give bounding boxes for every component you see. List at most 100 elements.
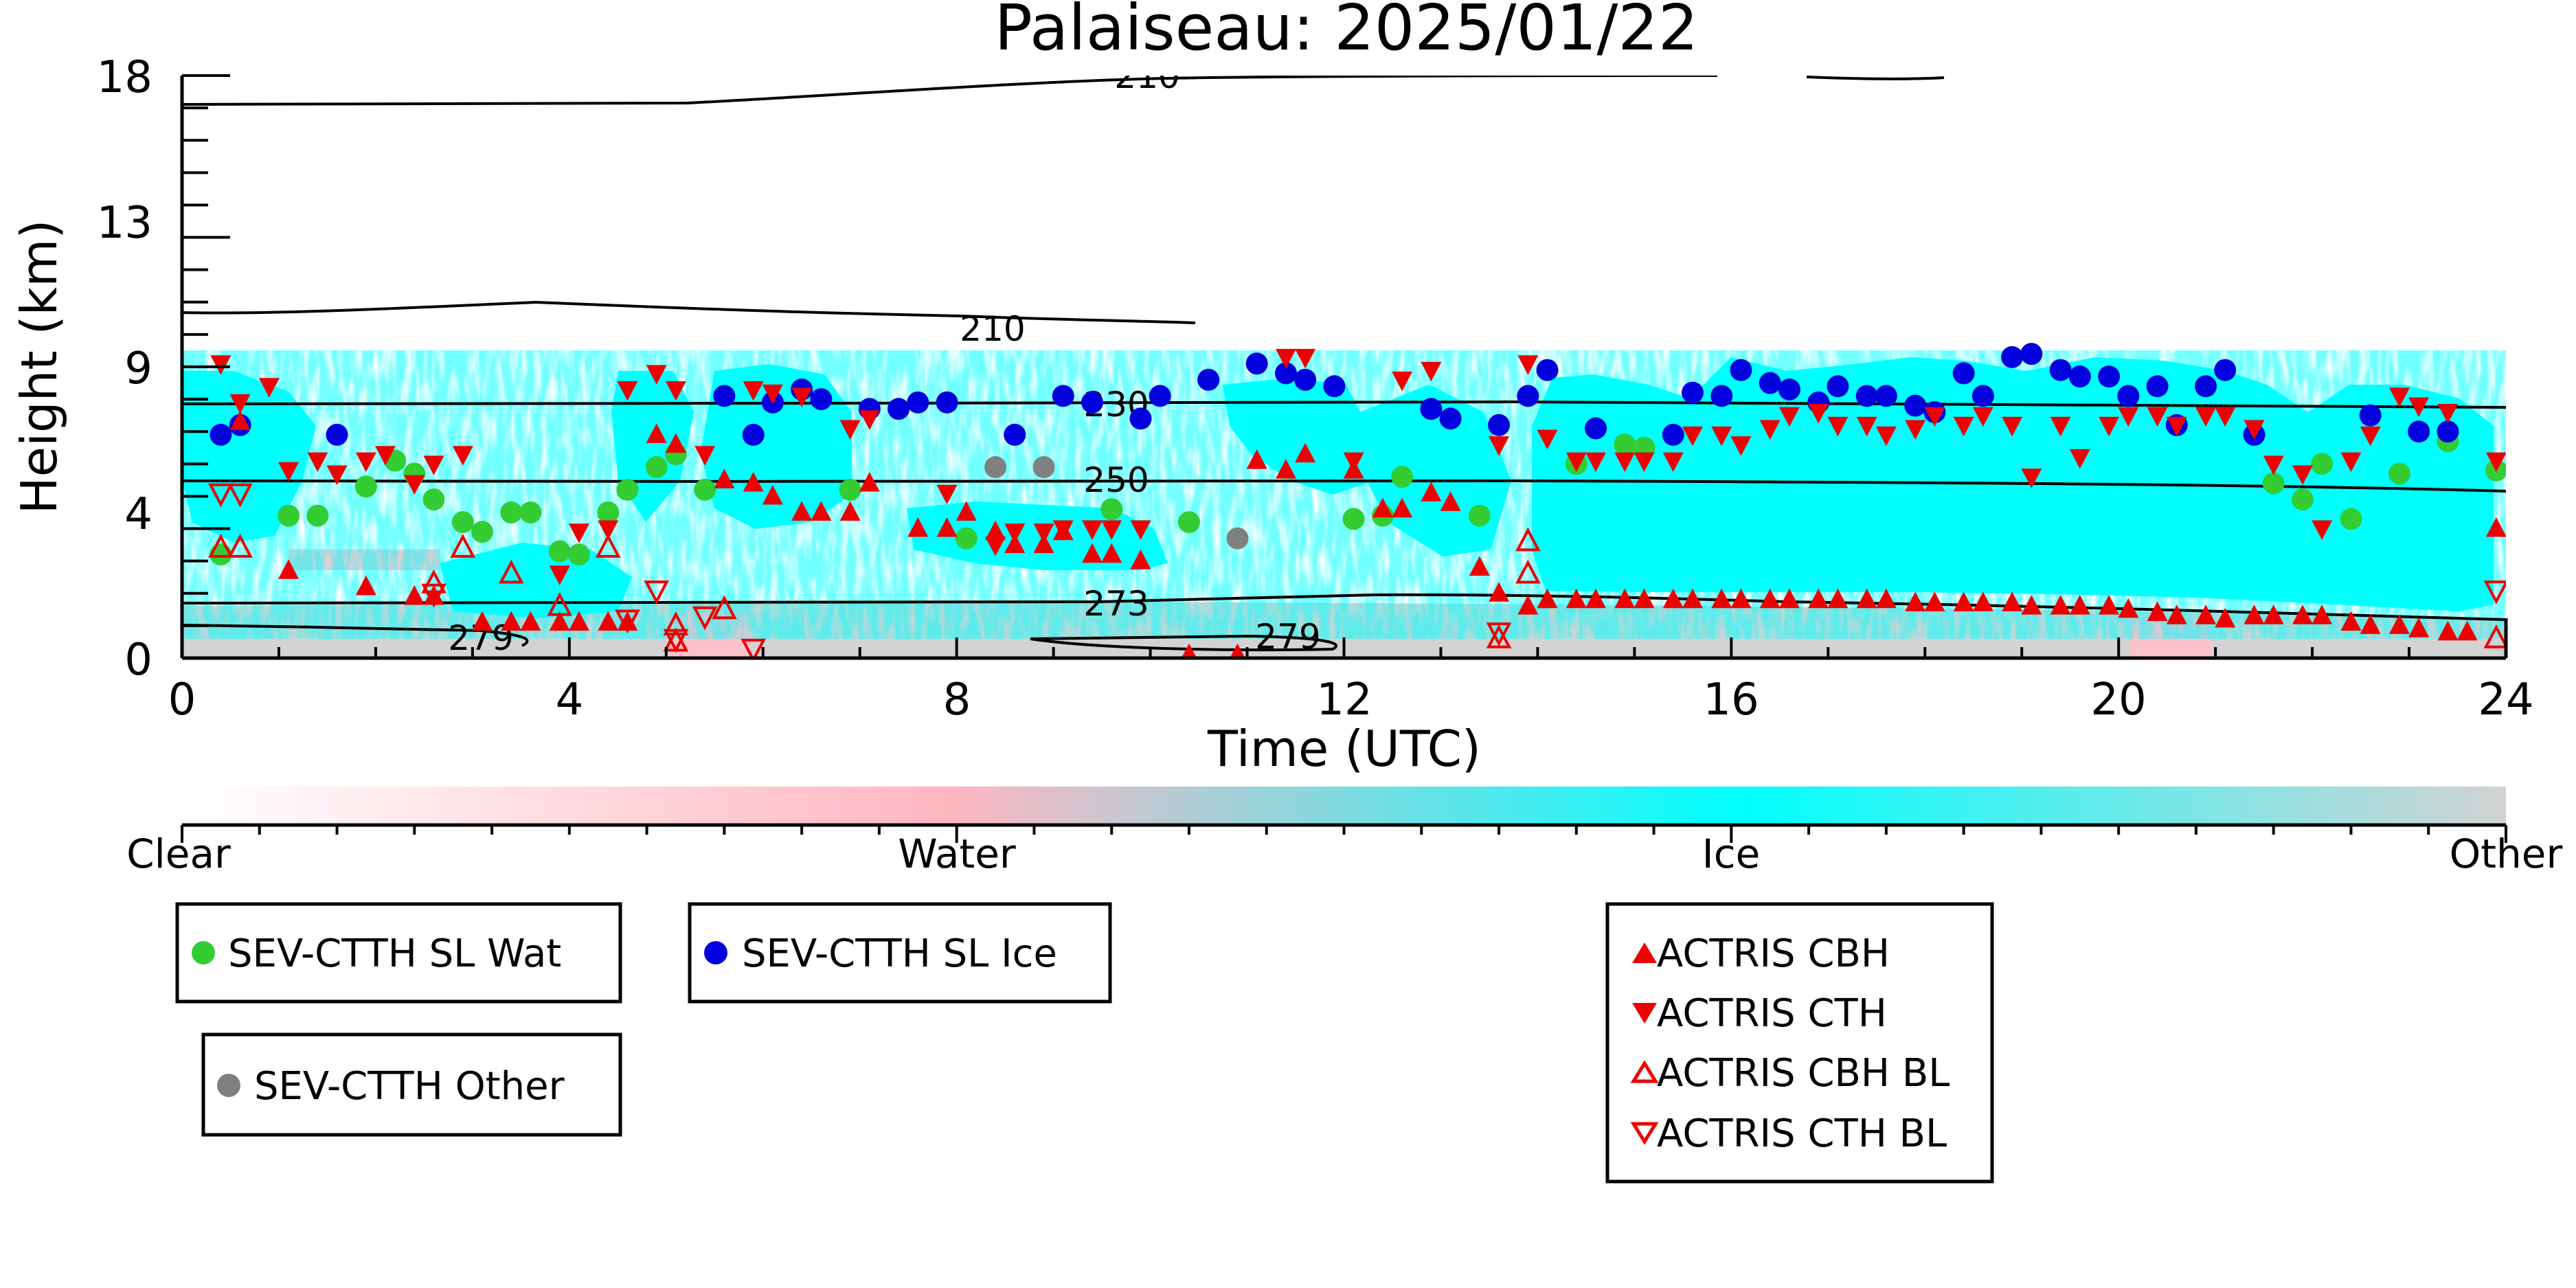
- data-point: [1392, 497, 1413, 518]
- contour-label: 279: [1255, 617, 1320, 657]
- data-point: [646, 365, 667, 385]
- data-point: [404, 475, 425, 495]
- contour-label: 210: [1114, 56, 1179, 96]
- data-point: [1953, 591, 1974, 611]
- data-point: [423, 585, 444, 605]
- data-point: [1711, 588, 1732, 609]
- data-point: [1517, 385, 1539, 407]
- data-point: [2291, 488, 2314, 511]
- data-point: [2359, 404, 2382, 427]
- data-point: [1614, 433, 1636, 456]
- colorbar-label: Other: [2450, 831, 2563, 877]
- data-point: [1391, 466, 1414, 488]
- data-point: [2485, 452, 2506, 473]
- data-point: [1515, 527, 1541, 552]
- data-point: [2020, 343, 2043, 365]
- data-point: [646, 423, 667, 443]
- data-point: [2001, 346, 2024, 368]
- data-point: [1875, 426, 1897, 447]
- data-point: [1566, 588, 1587, 609]
- data-point: [888, 398, 910, 420]
- data-point: [791, 501, 813, 521]
- data-point: [2244, 605, 2265, 624]
- data-point: [1585, 452, 1606, 473]
- data-point: [1827, 588, 1849, 609]
- contour-label: 273: [1083, 584, 1149, 624]
- series-actris-cbh: [229, 410, 2506, 658]
- data-point: [471, 521, 493, 543]
- data-point: [1972, 591, 1993, 611]
- data-point: [1177, 511, 1200, 534]
- data-point: [278, 559, 300, 579]
- data-point: [1342, 508, 1365, 530]
- data-point: [2408, 420, 2430, 443]
- chart-title: Palaiseau: 2025/01/22: [995, 0, 1699, 65]
- legend-marker: [1630, 1122, 1659, 1145]
- data-point: [1420, 398, 1443, 420]
- data-point: [1488, 414, 1511, 436]
- data-point: [1440, 491, 1461, 511]
- data-point: [1517, 595, 1539, 615]
- data-point: [2118, 407, 2139, 427]
- data-point: [1149, 385, 1171, 407]
- data-point: [936, 391, 958, 414]
- data-point: [2118, 598, 2139, 618]
- data-point: [2244, 420, 2265, 440]
- data-point: [1662, 452, 1684, 473]
- data-point: [1004, 533, 1026, 554]
- data-point: [1082, 543, 1103, 563]
- data-point: [2117, 385, 2140, 407]
- data-point: [1033, 523, 1054, 543]
- data-point: [1584, 417, 1607, 440]
- data-point: [1730, 588, 1752, 609]
- data-point: [2215, 407, 2236, 427]
- data-point: [2146, 375, 2169, 398]
- data-point: [2195, 407, 2217, 427]
- data-point: [2166, 416, 2187, 437]
- colorbar-label: Water: [898, 831, 1016, 877]
- data-point: [1421, 482, 1442, 501]
- data-point: [2098, 365, 2121, 388]
- data-point: [1924, 407, 1945, 427]
- data-point: [567, 543, 590, 566]
- data-point: [1856, 416, 1877, 437]
- data-point: [355, 452, 376, 473]
- data-point: [714, 468, 735, 488]
- data-point: [1952, 362, 1975, 385]
- data-point: [743, 472, 764, 492]
- data-point: [859, 410, 880, 430]
- x-tick-labels: 0 4 8 12 16 20 24: [168, 675, 2534, 725]
- data-point: [2069, 449, 2090, 469]
- data-point: [1536, 359, 1559, 381]
- series-actris-cth: [210, 348, 2506, 586]
- y-tick-label: 4: [124, 489, 152, 540]
- data-point: [1489, 582, 1510, 602]
- data-point: [568, 523, 589, 543]
- data-point: [501, 611, 522, 631]
- data-point: [1275, 459, 1296, 479]
- data-point: [404, 585, 425, 605]
- data-point: [598, 520, 619, 541]
- data-point: [598, 611, 619, 631]
- data-point: [1130, 520, 1151, 541]
- data-point: [811, 501, 832, 521]
- data-point: [1486, 622, 1512, 647]
- data-point: [2408, 397, 2430, 418]
- data-point: [498, 559, 524, 584]
- data-point: [278, 462, 300, 482]
- data-point: [2388, 462, 2410, 485]
- data-point: [210, 355, 231, 375]
- data-point: [227, 534, 253, 558]
- data-point: [2388, 614, 2410, 634]
- data-point: [306, 504, 329, 527]
- data-point: [2437, 420, 2459, 443]
- legend-marker: [1630, 1060, 1659, 1083]
- data-point: [1808, 588, 1829, 609]
- data-point: [2068, 365, 2091, 388]
- data-point: [2050, 595, 2071, 615]
- legend-marker: [1632, 942, 1657, 963]
- data-point: [1294, 368, 1317, 391]
- data-point: [595, 534, 621, 558]
- legend-sev-ice: SEV-CTTH SL Ice: [688, 902, 1112, 1004]
